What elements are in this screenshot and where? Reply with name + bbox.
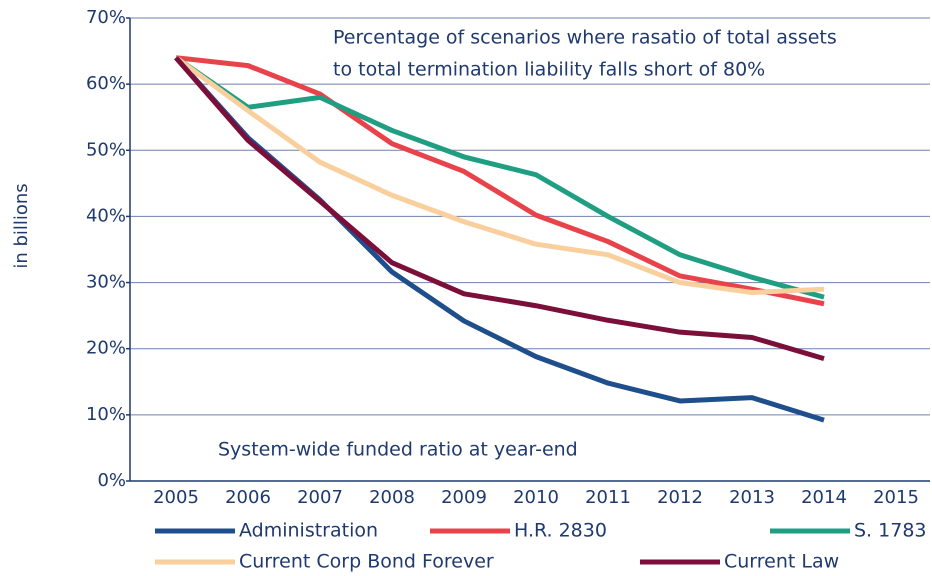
legend-label: Administration [239, 520, 378, 542]
y-tick-label: 40% [86, 205, 126, 226]
y-tick-label: 0% [97, 470, 126, 491]
x-tick-label: 2005 [153, 487, 199, 508]
legend-label: H.R. 2830 [514, 520, 607, 542]
series-line [175, 55, 825, 307]
series-line [174, 56, 825, 362]
x-tick-label: 2011 [585, 487, 631, 508]
x-tick-label: 2009 [441, 487, 487, 508]
x-tick-label: 2007 [297, 487, 343, 508]
legend-label: Current Law [724, 551, 839, 573]
y-tick-label: 20% [86, 338, 126, 359]
x-tick-label: 2010 [513, 487, 559, 508]
x-tick-label: 2013 [729, 487, 775, 508]
annotation: System-wide funded ratio at year-end [218, 439, 578, 461]
y-tick-label: 30% [86, 272, 126, 293]
x-tick-label: 2015 [873, 487, 919, 508]
x-tick-label: 2012 [657, 487, 703, 508]
y-tick-label: 70% [86, 7, 126, 28]
series-line [174, 56, 825, 423]
annotation: Percentage of scenarios where rasatio of… [333, 27, 837, 49]
y-tick-label: 10% [86, 404, 126, 425]
y-tick-label: 50% [86, 139, 126, 160]
series-line [174, 55, 825, 300]
series-line [174, 55, 825, 295]
y-axis-label: in billions [11, 183, 32, 268]
x-tick-label: 2014 [801, 487, 847, 508]
annotation: to total termination liability falls sho… [333, 59, 765, 81]
x-tick-label: 2008 [369, 487, 415, 508]
x-tick-label: 2006 [225, 487, 271, 508]
legend-label: Current Corp Bond Forever [239, 551, 494, 573]
y-tick-label: 60% [86, 73, 126, 94]
legend-label: S. 1783 [854, 520, 927, 542]
